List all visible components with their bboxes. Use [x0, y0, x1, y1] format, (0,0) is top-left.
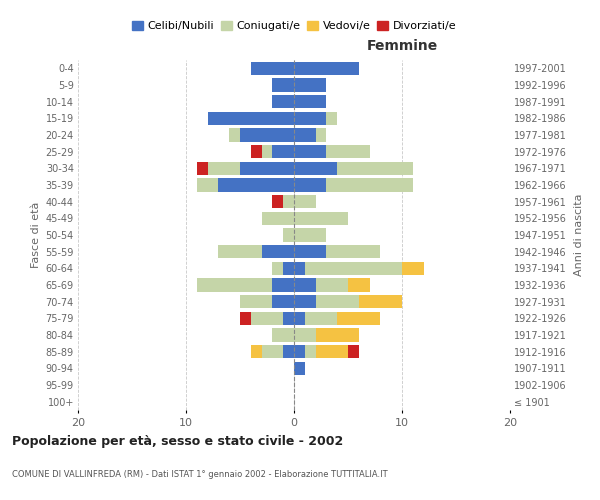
- Bar: [283, 228, 294, 241]
- Bar: [294, 262, 305, 275]
- Bar: [294, 145, 326, 158]
- Text: COMUNE DI VALLINFREDA (RM) - Dati ISTAT 1° gennaio 2002 - Elaborazione TUTTITALI: COMUNE DI VALLINFREDA (RM) - Dati ISTAT …: [12, 470, 388, 479]
- Bar: [283, 262, 294, 275]
- Bar: [305, 312, 337, 325]
- Bar: [283, 345, 294, 358]
- Bar: [208, 112, 294, 125]
- Bar: [283, 195, 294, 208]
- Bar: [197, 278, 272, 291]
- Bar: [294, 178, 326, 192]
- Bar: [251, 312, 283, 325]
- Bar: [294, 345, 305, 358]
- Bar: [294, 228, 326, 241]
- Bar: [272, 295, 294, 308]
- Bar: [294, 312, 305, 325]
- Bar: [316, 295, 359, 308]
- Bar: [262, 212, 294, 225]
- Bar: [316, 328, 359, 342]
- Legend: Celibi/Nubili, Coniugati/e, Vedovi/e, Divorziati/e: Celibi/Nubili, Coniugati/e, Vedovi/e, Di…: [127, 16, 461, 36]
- Bar: [218, 245, 262, 258]
- Bar: [240, 128, 294, 141]
- Bar: [294, 245, 326, 258]
- Bar: [326, 112, 337, 125]
- Bar: [229, 128, 240, 141]
- Bar: [294, 328, 316, 342]
- Bar: [240, 312, 251, 325]
- Bar: [218, 178, 294, 192]
- Bar: [294, 295, 316, 308]
- Bar: [326, 245, 380, 258]
- Bar: [402, 262, 424, 275]
- Text: Popolazione per età, sesso e stato civile - 2002: Popolazione per età, sesso e stato civil…: [12, 435, 343, 448]
- Bar: [272, 328, 294, 342]
- Bar: [294, 78, 326, 92]
- Bar: [262, 145, 272, 158]
- Bar: [272, 278, 294, 291]
- Bar: [272, 195, 283, 208]
- Bar: [262, 345, 283, 358]
- Bar: [294, 128, 316, 141]
- Bar: [294, 195, 316, 208]
- Bar: [262, 245, 294, 258]
- Bar: [251, 345, 262, 358]
- Bar: [337, 162, 413, 175]
- Bar: [326, 145, 370, 158]
- Bar: [294, 95, 326, 108]
- Bar: [348, 345, 359, 358]
- Text: Femmine: Femmine: [367, 39, 437, 53]
- Bar: [294, 362, 305, 375]
- Bar: [272, 95, 294, 108]
- Bar: [316, 345, 348, 358]
- Bar: [240, 295, 272, 308]
- Bar: [272, 78, 294, 92]
- Bar: [197, 178, 218, 192]
- Bar: [272, 145, 294, 158]
- Bar: [240, 162, 294, 175]
- Bar: [251, 62, 294, 75]
- Y-axis label: Anni di nascita: Anni di nascita: [574, 194, 584, 276]
- Y-axis label: Fasce di età: Fasce di età: [31, 202, 41, 268]
- Bar: [294, 212, 348, 225]
- Bar: [283, 312, 294, 325]
- Bar: [326, 178, 413, 192]
- Bar: [294, 112, 326, 125]
- Bar: [316, 278, 348, 291]
- Bar: [305, 262, 402, 275]
- Bar: [294, 162, 337, 175]
- Bar: [305, 345, 316, 358]
- Bar: [348, 278, 370, 291]
- Bar: [272, 262, 283, 275]
- Bar: [294, 278, 316, 291]
- Bar: [197, 162, 208, 175]
- Bar: [359, 295, 402, 308]
- Bar: [208, 162, 240, 175]
- Bar: [251, 145, 262, 158]
- Bar: [294, 62, 359, 75]
- Bar: [337, 312, 380, 325]
- Bar: [316, 128, 326, 141]
